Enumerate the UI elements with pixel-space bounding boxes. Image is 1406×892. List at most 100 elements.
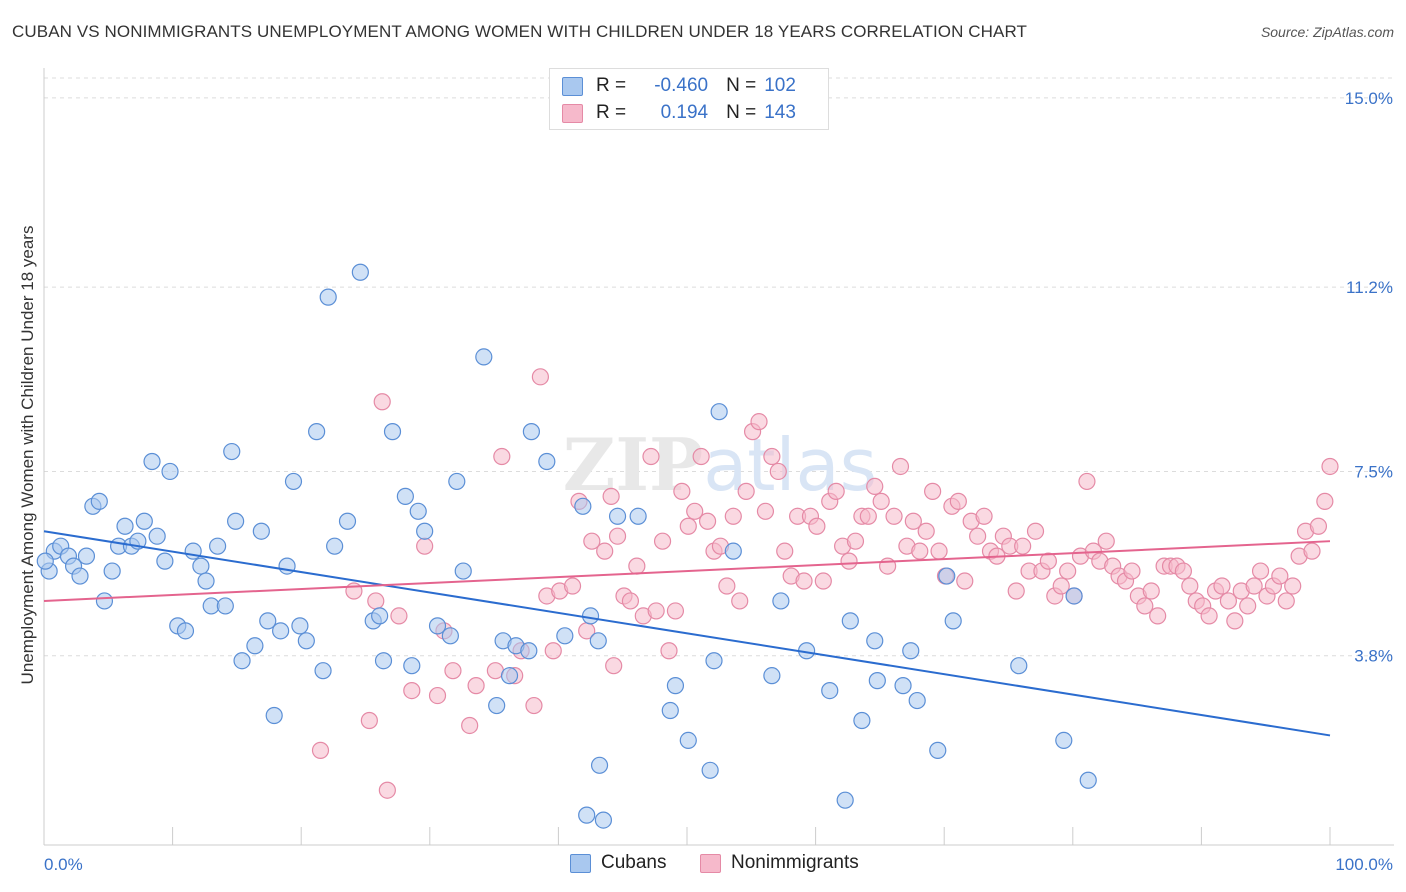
- nonimmigrants-swatch: [562, 103, 583, 123]
- cubans-point: [448, 472, 466, 491]
- y-tick-label: 7.5%: [1354, 462, 1393, 481]
- nonimmigrants-point: [1174, 562, 1192, 580]
- cubans-point: [326, 537, 344, 555]
- nonimmigrants-point: [1078, 472, 1096, 491]
- nonimmigrants-point: [461, 716, 479, 735]
- nonimmigrants-point: [596, 542, 614, 560]
- cubans-point: [233, 652, 251, 670]
- legend-n-value: 143: [764, 102, 796, 123]
- nonimmigrants-point: [493, 447, 511, 466]
- cubans-point: [314, 662, 332, 680]
- cubans-point: [116, 517, 134, 535]
- legend-nonimmigrants-label: Nonimmigrants: [731, 852, 859, 873]
- cubans-point: [338, 512, 357, 530]
- cubans-point: [894, 677, 912, 695]
- cubans-point: [701, 761, 719, 779]
- cubans-point: [77, 547, 96, 565]
- nonimmigrants-point: [1136, 597, 1154, 615]
- cubans-point: [246, 637, 264, 655]
- nonimmigrants-point: [360, 711, 378, 730]
- nonimmigrants-point: [724, 507, 742, 525]
- nonimmigrants-point: [467, 677, 485, 695]
- nonimmigrants-point: [647, 602, 665, 620]
- nonimmigrants-point: [731, 592, 749, 610]
- nonimmigrants-point: [367, 592, 385, 610]
- cubans-point: [291, 617, 309, 635]
- nonimmigrants-point: [544, 642, 562, 660]
- cubans-point: [710, 403, 728, 421]
- legend-n-label: N =: [726, 102, 757, 123]
- source-label: Source: ZipAtlas.com: [1260, 24, 1394, 40]
- nonimmigrants-point: [1271, 567, 1289, 585]
- cubans-point: [192, 557, 210, 575]
- cubans-point: [488, 696, 506, 715]
- nonimmigrants-point: [827, 482, 845, 500]
- cubans-point: [135, 512, 153, 530]
- cubans-point: [590, 756, 609, 774]
- cubans-point: [705, 652, 723, 670]
- nonimmigrants-point: [885, 507, 903, 525]
- y-tick-label: 3.8%: [1354, 647, 1393, 666]
- nonimmigrants-point: [814, 572, 832, 590]
- cubans-point: [902, 642, 920, 660]
- cubans-point: [148, 527, 166, 545]
- cubans-point: [929, 741, 947, 759]
- legend-r-value: -0.460: [654, 75, 709, 96]
- cubans-point: [156, 552, 174, 570]
- nonimmigrants-point: [1052, 577, 1070, 595]
- cubans-point: [284, 472, 303, 491]
- legend-row-nonimmigrants: R = 0.194 N = 143: [562, 101, 796, 125]
- nonimmigrants-point: [1097, 532, 1115, 550]
- cubans-point: [227, 512, 245, 530]
- nonimmigrants-point: [686, 502, 704, 520]
- nonimmigrants-point: [763, 447, 781, 466]
- nonimmigrants-point: [1309, 517, 1328, 535]
- cubans-point: [374, 652, 393, 670]
- cubans-point: [594, 811, 613, 829]
- nonimmigrants-point: [756, 502, 775, 520]
- cubans-point: [143, 452, 161, 471]
- nonimmigrants-point: [846, 532, 865, 550]
- cubans-point: [1079, 771, 1097, 789]
- cubans-point: [500, 667, 519, 685]
- nonimmigrants-point: [563, 577, 582, 595]
- chart-title: CUBAN VS NONIMMIGRANTS UNEMPLOYMENT AMON…: [12, 22, 1028, 41]
- cubans-point: [259, 612, 277, 630]
- nonimmigrants-point: [1142, 582, 1160, 600]
- nonimmigrants-point: [911, 542, 929, 560]
- cubans-point: [252, 522, 270, 540]
- legend-n-value: 102: [764, 75, 796, 96]
- cubans-point: [589, 632, 607, 650]
- legend-row-cubans: R = -0.460 N = 102: [562, 74, 796, 98]
- nonimmigrants-point: [390, 607, 408, 625]
- nonimmigrants-point: [1200, 607, 1218, 625]
- nonimmigrants-point: [531, 368, 549, 386]
- cubans-point: [724, 542, 742, 560]
- cubans-point: [629, 507, 647, 525]
- cubans-point: [853, 711, 871, 730]
- cubans-point: [71, 567, 89, 585]
- cubans-point: [866, 632, 884, 650]
- nonimmigrants-point: [904, 512, 922, 530]
- cubans-swatch: [562, 76, 583, 96]
- nonimmigrants-points: [311, 368, 1339, 799]
- nonimmigrants-point: [924, 482, 942, 500]
- watermark: ZIPatlas: [563, 422, 877, 507]
- cubans-point: [944, 612, 962, 630]
- nonimmigrants-point: [1277, 592, 1295, 610]
- nonimmigrants-point: [1226, 612, 1244, 630]
- nonimmigrants-point: [642, 447, 660, 466]
- cubans-point: [409, 502, 427, 520]
- nonimmigrants-point: [930, 542, 948, 560]
- nonimmigrants-point: [602, 487, 620, 505]
- nonimmigrants-point: [1014, 537, 1032, 555]
- nonimmigrants-point: [1039, 552, 1057, 570]
- nonimmigrants-point: [891, 457, 910, 476]
- nonimmigrants-point: [866, 477, 884, 496]
- cubans-point: [441, 627, 459, 645]
- nonimmigrants-point: [698, 512, 717, 530]
- bottom-legend-nonimmigrants: Nonimmigrants: [700, 852, 859, 874]
- nonimmigrants-point: [769, 462, 787, 481]
- cubans-point: [428, 617, 447, 635]
- cubans-points: [36, 263, 1097, 829]
